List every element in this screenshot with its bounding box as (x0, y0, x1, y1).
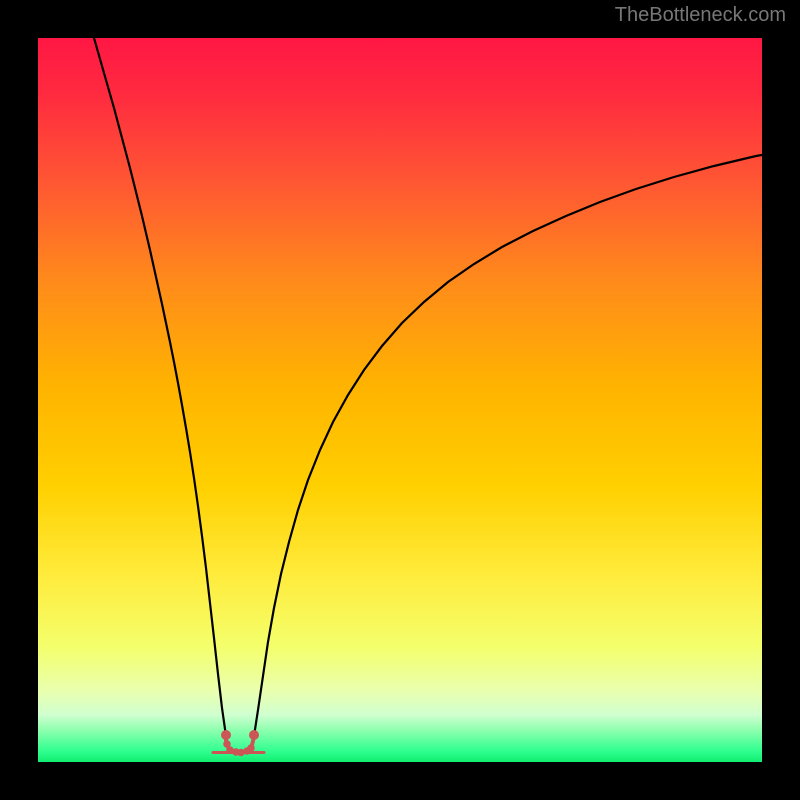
attribution-text: TheBottleneck.com (615, 4, 786, 27)
marker-dot-right (249, 730, 259, 740)
chart-container (38, 38, 762, 762)
chart-svg (38, 38, 762, 762)
gradient-background (38, 38, 762, 762)
marker-dot-mid (247, 744, 255, 752)
marker-dot-left (221, 730, 231, 740)
